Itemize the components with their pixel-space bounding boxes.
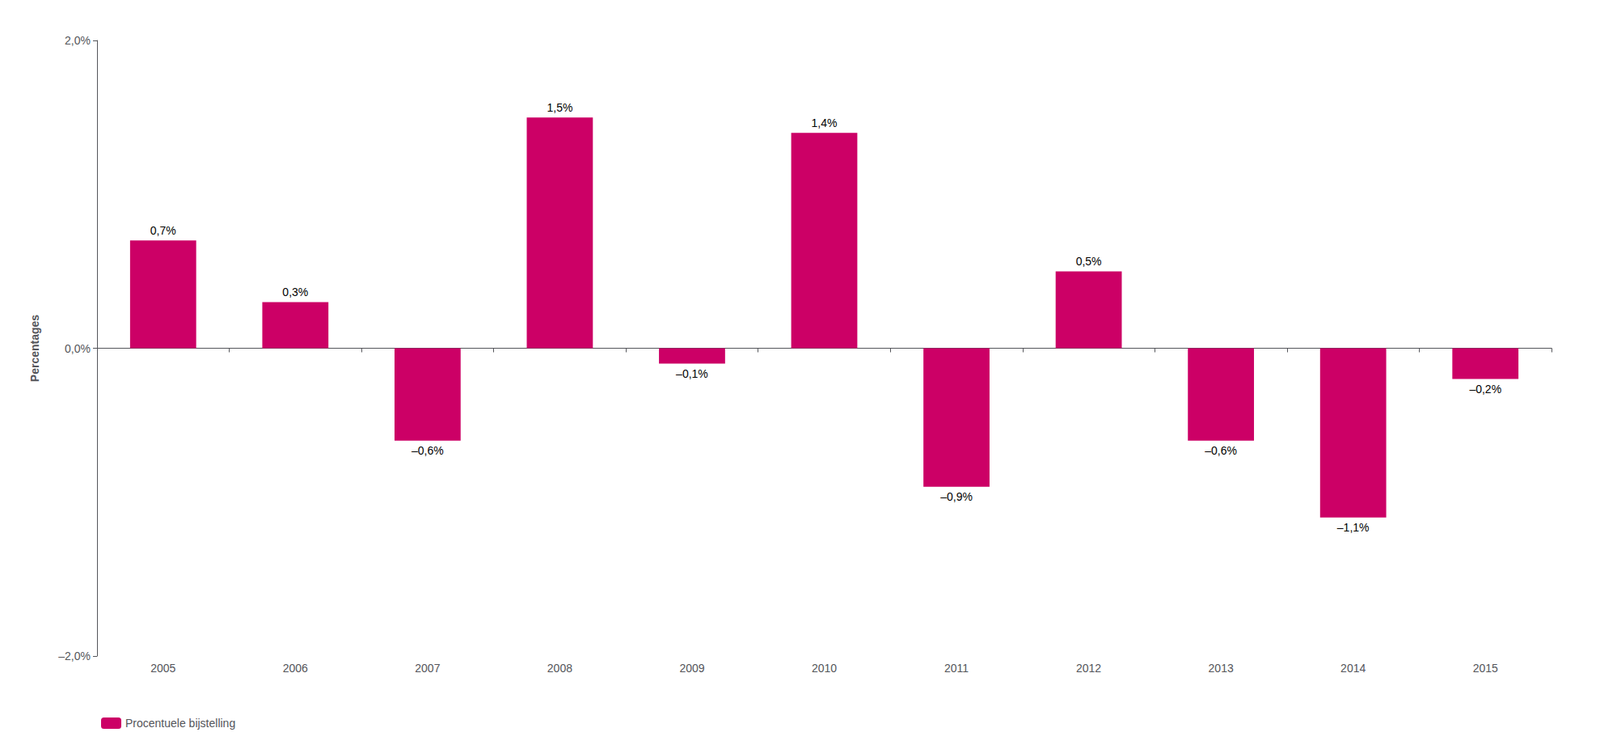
svg-text:2009: 2009 — [679, 661, 705, 675]
svg-text:2010: 2010 — [811, 661, 837, 675]
svg-text:1,4%: 1,4% — [811, 116, 838, 130]
svg-text:0,3%: 0,3% — [282, 285, 309, 299]
svg-text:0,7%: 0,7% — [150, 223, 177, 237]
svg-text:–2,0%: –2,0% — [58, 649, 91, 663]
svg-text:2014: 2014 — [1340, 661, 1366, 675]
svg-text:2008: 2008 — [547, 661, 573, 675]
svg-text:2,0%: 2,0% — [64, 33, 91, 47]
svg-text:–0,6%: –0,6% — [411, 443, 444, 457]
svg-text:2006: 2006 — [282, 661, 309, 675]
svg-text:–0,2%: –0,2% — [1469, 382, 1502, 396]
svg-text:Percentages: Percentages — [28, 314, 42, 382]
svg-text:2007: 2007 — [414, 661, 440, 675]
svg-text:1,5%: 1,5% — [546, 101, 573, 114]
svg-text:–0,1%: –0,1% — [675, 367, 709, 380]
svg-text:2005: 2005 — [150, 661, 176, 675]
svg-text:0,5%: 0,5% — [1076, 254, 1102, 268]
svg-text:–1,1%: –1,1% — [1337, 520, 1370, 534]
svg-text:Procentuele bijstelling: Procentuele bijstelling — [125, 716, 236, 730]
svg-text:–0,6%: –0,6% — [1204, 443, 1237, 457]
svg-text:2011: 2011 — [944, 661, 969, 675]
svg-text:2012: 2012 — [1076, 661, 1102, 675]
svg-text:2013: 2013 — [1208, 661, 1234, 675]
svg-text:0,0%: 0,0% — [64, 341, 91, 355]
svg-text:–0,9%: –0,9% — [940, 489, 973, 503]
svg-text:2015: 2015 — [1473, 661, 1499, 675]
